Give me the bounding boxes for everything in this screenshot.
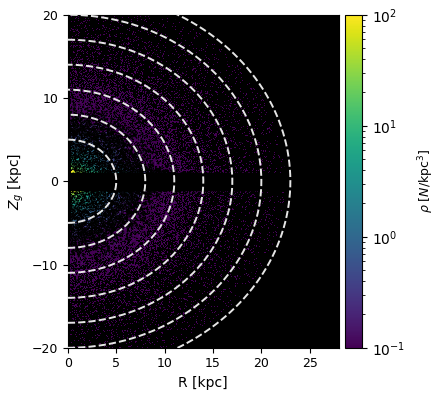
X-axis label: R [kpc]: R [kpc] [178,376,228,390]
Bar [68,173,338,190]
Y-axis label: $\rho$ [$N$/kpc$^3$]: $\rho$ [$N$/kpc$^3$] [415,149,434,213]
Bar [193,173,261,190]
Y-axis label: $Z_g$ [kpc]: $Z_g$ [kpc] [7,153,26,210]
